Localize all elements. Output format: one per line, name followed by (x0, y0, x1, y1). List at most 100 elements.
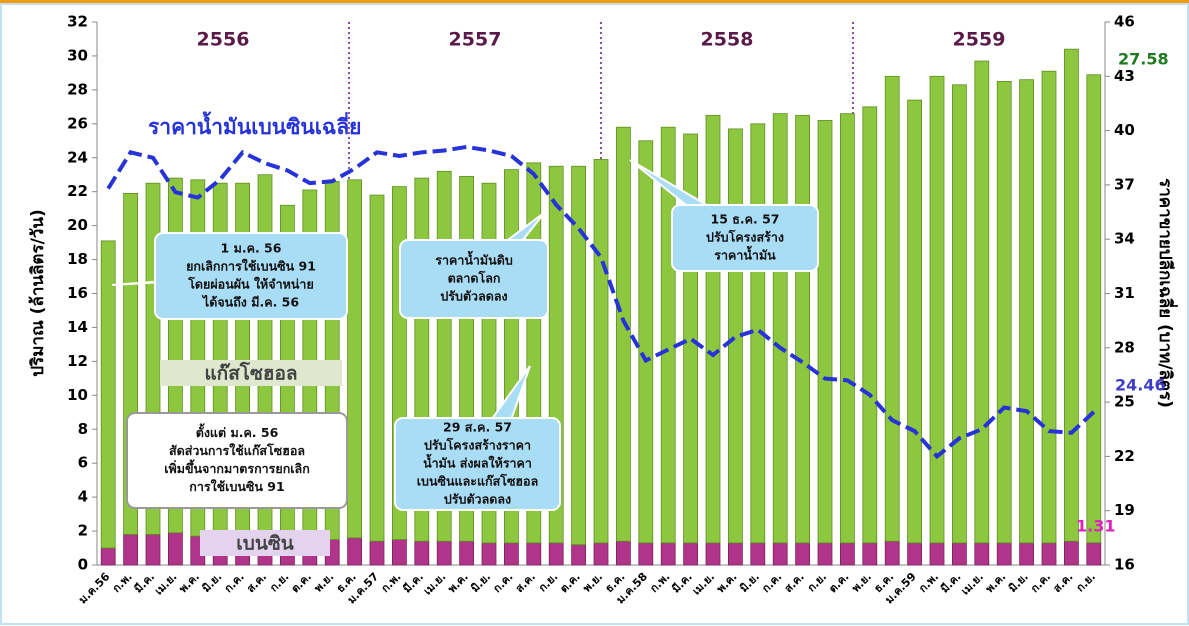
callout-text: ยกเลิกการใช้เบนซิน 91 (186, 259, 316, 274)
x-tick-label: ก.ย. (536, 570, 560, 594)
callout-text: โดยผ่อนผัน ให้จำหน่าย (187, 277, 314, 292)
bar-segment (974, 542, 990, 566)
x-tick-label: ม.ค.56 (76, 570, 113, 607)
bar-segment (167, 532, 183, 566)
x-tick-label: พ.ย. (312, 570, 337, 595)
callout-text: ปรับโครงสร้าง (706, 230, 784, 245)
y2-axis-title: ราคาขายปลีกเฉลี่ย (บาท/ลิตร) (1155, 178, 1178, 408)
y-tick-label: 10 (67, 386, 88, 404)
bar-segment (391, 539, 407, 566)
x-tick-label: พ.ค. (983, 570, 1008, 595)
bar-segment (705, 542, 721, 566)
x-tick-label: ก.ค. (222, 570, 247, 595)
bar-segment (929, 542, 945, 566)
bar-segment (100, 240, 116, 549)
x-tick-label: มิ.ย. (1006, 570, 1031, 595)
x-tick-label: มี.ค. (132, 570, 157, 595)
legend-box (160, 360, 342, 386)
x-tick-label: พ.ค. (445, 570, 470, 595)
y-tick-label: 0 (78, 556, 88, 574)
year-label: 2556 (197, 29, 250, 51)
x-tick-label: มิ.ย. (737, 570, 762, 595)
y-tick-label: 24 (67, 148, 88, 166)
bar-segment (123, 534, 138, 566)
bar-segment (952, 542, 967, 566)
bar-segment (728, 542, 743, 566)
bar-segment (100, 547, 116, 566)
x-tick-label: ก.ค. (491, 570, 516, 595)
y-tick-label: 26 (67, 114, 88, 132)
value-label: 1.31 (1076, 517, 1115, 536)
bar-segment (996, 542, 1012, 566)
x-tick-label: ต.ค. (826, 570, 851, 595)
bar-segment (683, 542, 698, 566)
year-label: 2559 (953, 29, 1006, 51)
bar-segment (907, 99, 922, 544)
callout-box (671, 204, 819, 272)
bar-segment (974, 60, 990, 544)
bar-segment (795, 114, 810, 544)
bar-segment (347, 537, 363, 566)
x-tick-label: มี.ค. (938, 570, 963, 595)
y2-tick-label: 37 (1114, 175, 1135, 193)
x-tick-label: เม.ย. (959, 570, 986, 597)
callout-text: ปรับตัวลดลง (440, 289, 507, 304)
y-tick-label: 16 (67, 284, 88, 302)
y-tick-label: 8 (78, 420, 88, 438)
y2-tick-label: 25 (1114, 393, 1135, 411)
legend-label: เบนซิน (236, 533, 293, 555)
x-tick-label: มี.ค. (401, 570, 426, 595)
bar-segment (593, 159, 609, 544)
bar-segment (795, 542, 810, 566)
x-tick-label: ก.ย. (1074, 570, 1098, 594)
bar-segment (616, 540, 631, 566)
callout-text: ราคาน้ำมันดิบ (435, 251, 513, 268)
y2-tick-label: 46 (1114, 13, 1135, 31)
callout-box (399, 239, 549, 319)
y-tick-label: 22 (67, 182, 88, 200)
x-tick-label: ก.พ. (379, 570, 404, 595)
callout-text: ราคาน้ำมัน (714, 246, 776, 263)
y2-tick-label: 43 (1114, 67, 1135, 85)
bar-segment (840, 542, 855, 566)
bar-segment (593, 542, 609, 566)
bar-segment (884, 75, 900, 542)
x-tick-label: พ.ค. (177, 570, 202, 595)
y-axis-title: ปริมาณ (ล้านลิตร/วัน) (28, 209, 48, 376)
bar-segment (996, 80, 1012, 544)
y2-tick-label: 19 (1114, 501, 1135, 519)
callout-text: 1 ม.ค. 56 (221, 241, 282, 256)
y-tick-label: 28 (67, 80, 88, 98)
callout-text: เพิ่มขึ้นจากมาตรการยกเลิก (164, 459, 310, 476)
bar-segment (929, 75, 945, 544)
bar-segment (526, 542, 542, 566)
bar-segment (952, 84, 967, 544)
callout-box (394, 417, 561, 511)
callout-text: 29 ส.ค. 57 (443, 420, 512, 435)
bar-segment (1041, 542, 1057, 566)
x-tick-label: ก.ย. (267, 570, 291, 594)
x-tick-label: พ.ย. (849, 570, 874, 595)
callout-text: สัดส่วนการใช้แก๊สโซฮอล (169, 443, 305, 458)
x-tick-label: ส.ค. (1051, 570, 1076, 595)
y-tick-label: 2 (78, 522, 88, 540)
bar-segment (1041, 70, 1057, 544)
x-tick-label: ส.ค. (782, 570, 807, 595)
y-tick-label: 14 (67, 318, 88, 336)
x-tick-label: ก.ค. (759, 570, 784, 595)
bar-segment (772, 113, 788, 544)
bar-segment (1086, 74, 1102, 544)
x-tick-label: ส.ค. (513, 570, 538, 595)
bar-segment (862, 542, 878, 566)
bar-segment (638, 140, 654, 544)
y2-tick-label: 22 (1114, 447, 1135, 465)
bar-segment (1086, 542, 1102, 566)
y-tick-label: 6 (78, 454, 88, 472)
y-tick-label: 30 (67, 46, 88, 64)
bar-segment (459, 540, 475, 566)
legend-label: ราคาน้ำมันเบนซินเฉลี่ย (148, 111, 361, 139)
bar-segment (571, 165, 586, 546)
x-tick-label: เม.ย. (421, 570, 448, 597)
bar-segment (548, 542, 564, 566)
